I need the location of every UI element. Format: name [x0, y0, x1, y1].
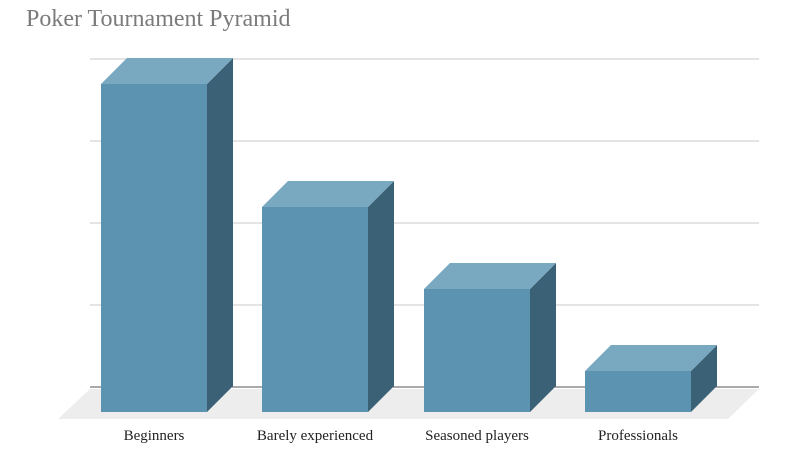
bar-front-face: [262, 207, 368, 412]
chart-floor: [58, 389, 759, 419]
bar-front-face: [424, 289, 530, 412]
bar-side-face: [691, 345, 717, 412]
bar-top-face: [424, 263, 556, 289]
bar-front-face: [101, 84, 207, 412]
bar-side-face: [530, 263, 556, 412]
chart-title: Poker Tournament Pyramid: [26, 6, 291, 32]
bar-seasoned-players: [424, 263, 556, 412]
category-label: Barely experienced: [257, 428, 374, 444]
category-label: Seasoned players: [425, 428, 529, 444]
category-label: Beginners: [124, 428, 185, 444]
category-labels: Beginners Barely experienced Seasoned play…: [124, 428, 679, 444]
bar-professionals: [585, 345, 717, 412]
bar-beginners: [101, 58, 233, 412]
bar-side-face: [207, 58, 233, 412]
bar-front-face: [585, 371, 691, 412]
bar-top-face: [262, 181, 394, 207]
bar-top-face: [101, 58, 233, 84]
bar-side-face: [368, 181, 394, 412]
bar-top-face: [585, 345, 717, 371]
bar-barely-experienced: [262, 181, 394, 412]
bars: [101, 58, 717, 412]
category-label: Professionals: [598, 428, 678, 444]
